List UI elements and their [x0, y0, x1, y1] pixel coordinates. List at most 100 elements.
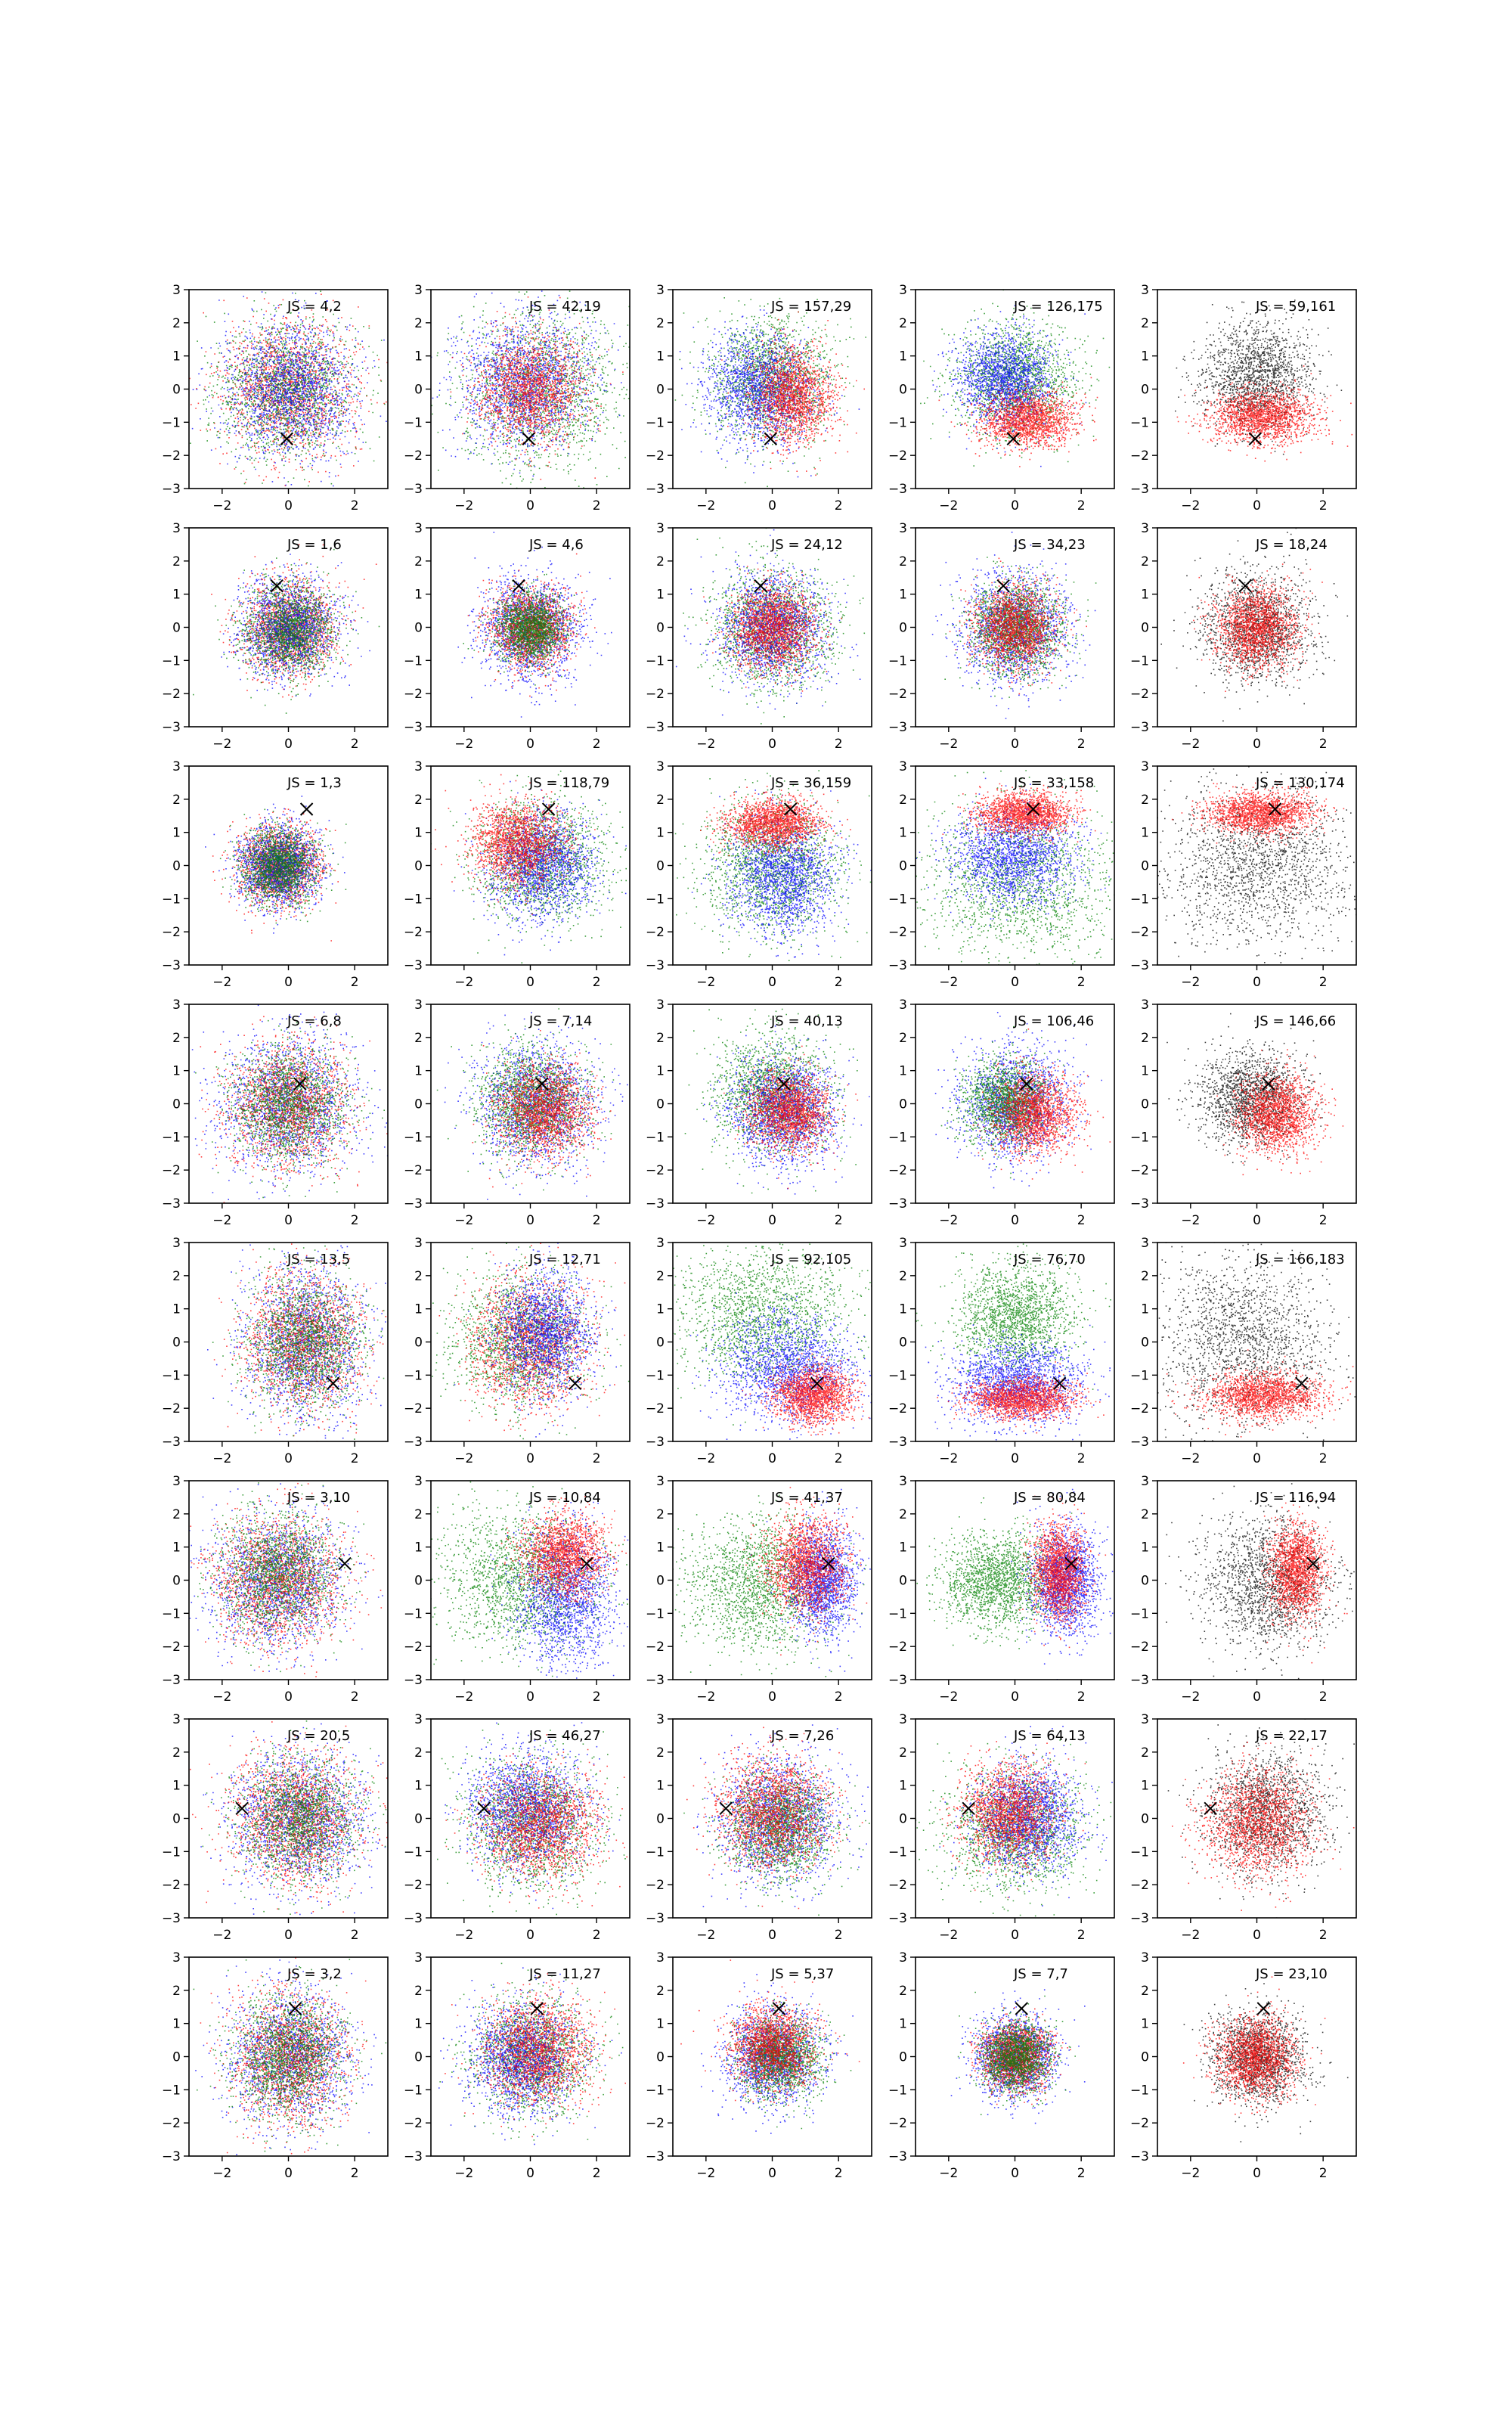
js-label: JS = 18,24 — [1255, 537, 1328, 553]
y-tick-label: −2 — [888, 687, 907, 702]
y-tick-label: −3 — [646, 1196, 665, 1212]
point-cloud-blue — [407, 252, 649, 476]
y-tick-label: −3 — [404, 1196, 423, 1212]
x-tick-label: 2 — [835, 737, 843, 752]
x-tick-label: 2 — [1319, 975, 1328, 990]
x-tick-label: 0 — [1253, 1928, 1261, 1943]
y-tick-label: −1 — [162, 415, 181, 430]
y-tick-label: −2 — [1130, 687, 1149, 702]
y-tick-label: 2 — [172, 1507, 181, 1522]
y-tick-label: 2 — [172, 316, 181, 331]
panel-points — [160, 1462, 392, 1696]
x-tick-label: 0 — [768, 975, 776, 990]
y-tick-label: −3 — [162, 1196, 181, 1212]
y-tick-label: 3 — [899, 521, 907, 536]
y-tick-label: −1 — [162, 1130, 181, 1145]
js-label: JS = 92,105 — [770, 1252, 851, 1267]
js-label: JS = 116,94 — [1255, 1490, 1336, 1506]
y-tick-label: −3 — [404, 720, 423, 735]
y-tick-label: 1 — [1141, 826, 1149, 841]
x-tick-label: −2 — [454, 1213, 473, 1228]
x-tick-label: 0 — [768, 1213, 776, 1228]
y-tick-label: 1 — [172, 826, 181, 841]
y-tick-label: −2 — [1130, 1640, 1149, 1655]
y-tick-label: 3 — [899, 1236, 907, 1251]
y-tick-label: 3 — [656, 1950, 665, 1965]
y-tick-label: −1 — [646, 1130, 665, 1145]
y-tick-label: −3 — [888, 482, 907, 497]
y-tick-label: 1 — [656, 1302, 665, 1317]
y-tick-label: 0 — [656, 859, 665, 874]
panel-points — [1183, 1976, 1349, 2142]
y-tick-label: −3 — [1130, 1673, 1149, 1688]
y-tick-label: −2 — [646, 1640, 665, 1655]
y-tick-label: 1 — [1141, 1302, 1149, 1317]
x-tick-label: −2 — [212, 737, 231, 752]
y-tick-label: −3 — [1130, 1196, 1149, 1212]
js-label: JS = 46,27 — [528, 1728, 601, 1744]
y-tick-label: 0 — [656, 621, 665, 636]
x-tick-label: 2 — [1077, 737, 1086, 752]
y-tick-label: −3 — [162, 720, 181, 735]
y-tick-label: 2 — [414, 793, 423, 808]
x-tick-label: −2 — [454, 1928, 473, 1943]
y-tick-label: 1 — [899, 588, 907, 603]
y-tick-label: 3 — [414, 997, 423, 1013]
panel-points — [1160, 528, 1348, 721]
y-tick-label: 2 — [899, 1269, 907, 1284]
y-tick-label: −2 — [162, 925, 181, 940]
y-tick-label: 2 — [899, 1745, 907, 1761]
y-tick-label: 2 — [172, 793, 181, 808]
y-tick-label: 2 — [899, 1984, 907, 1999]
y-tick-label: 1 — [414, 826, 423, 841]
y-tick-label: 0 — [656, 383, 665, 398]
x-marker — [271, 580, 283, 592]
x-tick-label: 0 — [284, 1928, 293, 1943]
x-tick-label: −2 — [454, 2166, 473, 2181]
x-tick-label: 2 — [1077, 975, 1086, 990]
y-tick-label: −1 — [162, 2083, 181, 2098]
y-tick-label: −1 — [404, 415, 423, 430]
panel-points — [422, 1963, 645, 2162]
y-tick-label: −1 — [404, 1130, 423, 1145]
y-tick-label: 0 — [899, 1336, 907, 1351]
panel-points — [1167, 1013, 1343, 1175]
y-tick-label: 3 — [656, 283, 665, 298]
y-tick-label: 3 — [899, 283, 907, 298]
y-tick-label: 0 — [1141, 2050, 1149, 2065]
y-tick-label: −2 — [888, 1401, 907, 1416]
x-tick-label: 2 — [1319, 1689, 1328, 1705]
y-tick-label: 1 — [656, 826, 665, 841]
point-cloud-blue — [915, 1324, 1136, 1449]
js-label: JS = 3,2 — [287, 1966, 342, 1982]
y-tick-label: −1 — [888, 1606, 907, 1621]
y-tick-label: 0 — [899, 1097, 907, 1112]
y-tick-label: −1 — [404, 1844, 423, 1860]
y-tick-label: −2 — [646, 1878, 665, 1893]
y-tick-label: 1 — [899, 1302, 907, 1317]
y-tick-label: 3 — [656, 997, 665, 1013]
y-tick-label: 3 — [172, 521, 181, 536]
y-tick-label: 1 — [899, 349, 907, 365]
js-label: JS = 10,84 — [528, 1490, 601, 1506]
y-tick-label: 2 — [656, 1031, 665, 1046]
y-tick-label: 2 — [656, 1269, 665, 1284]
y-tick-label: 0 — [172, 859, 181, 874]
x-tick-label: −2 — [939, 1689, 958, 1705]
y-tick-label: 1 — [414, 349, 423, 365]
x-tick-label: −2 — [212, 1928, 231, 1943]
js-label: JS = 126,175 — [1013, 299, 1103, 315]
y-tick-label: −1 — [888, 653, 907, 669]
y-tick-label: −1 — [1130, 1844, 1149, 1860]
panel-points — [889, 1726, 1145, 1919]
x-tick-label: −2 — [696, 498, 715, 513]
point-cloud-red — [1193, 563, 1323, 692]
y-tick-label: 0 — [1141, 621, 1149, 636]
